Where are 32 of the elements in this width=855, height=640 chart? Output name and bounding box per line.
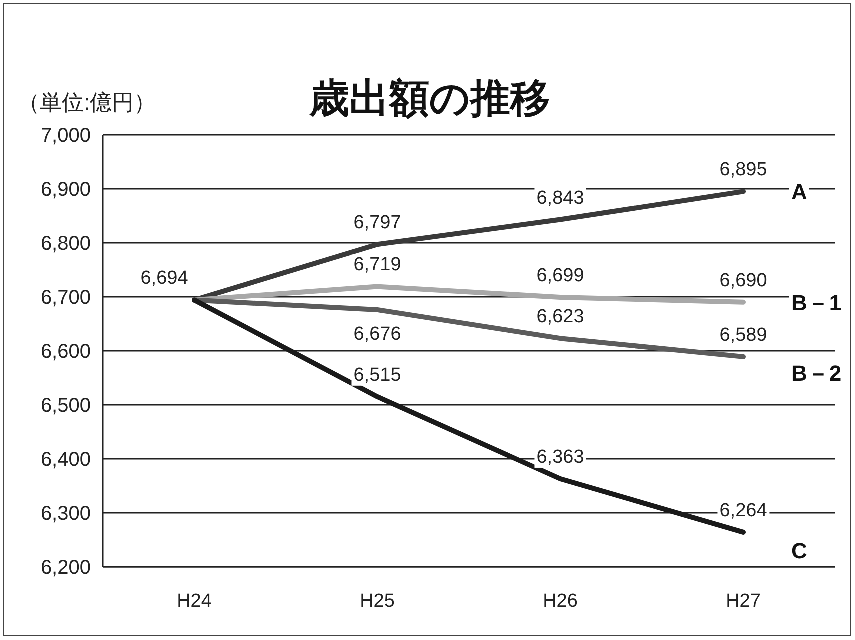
- data-label: 6,843: [536, 188, 584, 209]
- text: B－1: [792, 290, 842, 316]
- data-label: 6,589: [720, 324, 768, 346]
- text: （単位:億円）: [18, 90, 156, 115]
- data-label: 6,690: [720, 270, 768, 292]
- y-tick-label: 6,300: [40, 503, 91, 525]
- x-tick-label: H27: [726, 591, 761, 612]
- x-tick-label: H26: [543, 591, 578, 612]
- y-tick-label: 7,000: [40, 125, 91, 147]
- y-tick-label: 6,700: [40, 287, 91, 309]
- text: A: [792, 180, 808, 205]
- y-tick-label: 6,500: [40, 395, 91, 417]
- y-tick-label: 6,400: [40, 449, 91, 471]
- data-label: 6,264: [720, 500, 768, 522]
- data-label: 6,623: [536, 306, 584, 328]
- data-label: 6,363: [536, 446, 584, 468]
- data-label: 6,676: [354, 324, 402, 345]
- text: B－2: [792, 360, 842, 386]
- data-label: 6,895: [720, 160, 768, 181]
- data-label: 6,797: [354, 212, 402, 234]
- data-label: 6,699: [536, 266, 584, 287]
- text: C: [792, 538, 808, 564]
- data-label: 6,694: [140, 268, 189, 290]
- x-tick-label: H24: [177, 591, 212, 612]
- x-tick-label: H25: [360, 591, 395, 612]
- y-tick-label: 6,600: [40, 341, 91, 363]
- data-label: 6,515: [354, 364, 402, 386]
- y-tick-label: 6,900: [40, 179, 91, 201]
- y-tick-label: 6,800: [40, 233, 91, 255]
- data-label: 6,719: [354, 254, 402, 276]
- chart-title: 歳出額の推移: [308, 77, 550, 121]
- y-tick-label: 6,200: [40, 557, 91, 579]
